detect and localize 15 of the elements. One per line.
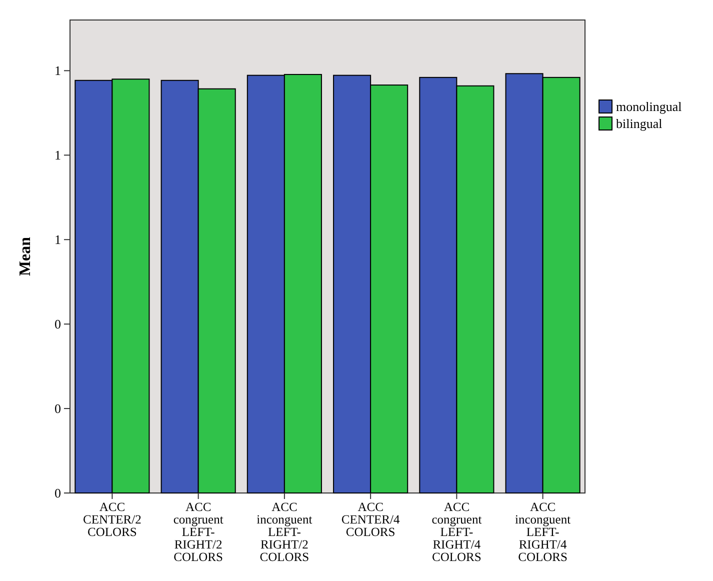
x-tick-label: ACC inconguent LEFT- RIGHT/2 COLORS xyxy=(256,500,313,564)
x-tick-label: ACC CENTER/4 COLORS xyxy=(341,500,400,539)
x-tick-label: ACC congruent LEFT- RIGHT/2 COLORS xyxy=(173,500,224,564)
x-tick-label: ACC congruent LEFT- RIGHT/4 COLORS xyxy=(432,500,482,564)
y-tick-label: 0 xyxy=(54,486,61,501)
y-tick-label: 1 xyxy=(54,63,61,78)
y-tick-label: 1 xyxy=(54,148,61,163)
legend-label: bilingual xyxy=(616,116,663,132)
x-tick-label: ACC CENTER/2 COLORS xyxy=(83,500,142,539)
legend-label: monolingual xyxy=(616,99,682,114)
y-tick-label: 1 xyxy=(54,232,61,248)
x-tick-label: ACC inconguent LEFT- RIGHT/4 COLORS xyxy=(515,500,572,564)
y-axis-title: Mean xyxy=(17,236,34,276)
y-tick-label: 0 xyxy=(54,316,61,332)
y-tick-label: 0 xyxy=(54,401,61,416)
